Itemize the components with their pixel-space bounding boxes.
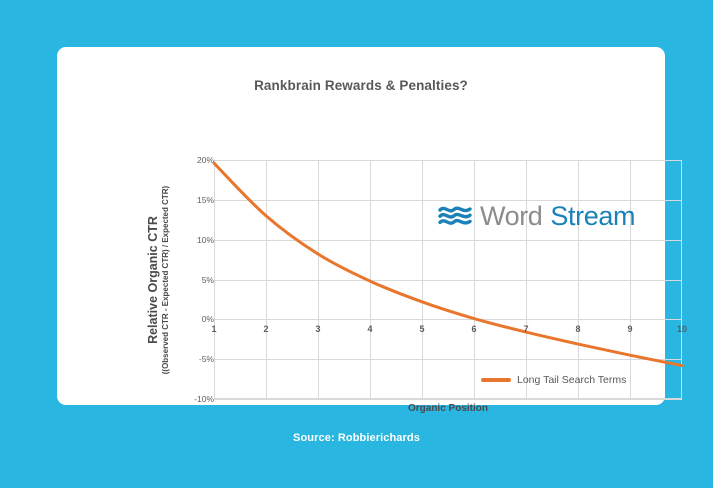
x-axis-tick-label: 10	[676, 324, 688, 334]
gridline-horizontal	[214, 199, 682, 201]
gridline-vertical	[681, 160, 682, 399]
gridline-vertical	[578, 160, 579, 399]
plot-area	[212, 160, 684, 400]
y-axis-tick-label: 20%	[196, 155, 214, 165]
x-axis-tick-label: 4	[367, 324, 373, 334]
wordstream-word-text: Word	[480, 201, 543, 231]
x-axis-tick-labels: 1 2 3 4 5 6 7 8 9 10	[211, 324, 687, 338]
x-axis-tick-label: 5	[419, 324, 425, 334]
chart-title: Rankbrain Rewards & Penalties?	[254, 78, 468, 93]
gridline-horizontal	[214, 239, 682, 241]
y-axis-title: Relative Organic CTR	[145, 216, 160, 344]
y-axis-tick-label: 5%	[201, 274, 214, 285]
gridline-horizontal	[214, 160, 682, 161]
legend-label-long-tail-search-terms: Long Tail Search Terms	[517, 374, 627, 386]
gridline-horizontal	[214, 319, 682, 321]
x-axis-tick-label: 2	[263, 324, 269, 334]
legend-swatch-long-tail-search-terms	[481, 378, 511, 382]
gridline-horizontal	[214, 399, 682, 400]
gridline-vertical	[630, 160, 631, 399]
wave-icon-svg	[438, 206, 472, 225]
y-axis-tick-label: 10%	[196, 234, 214, 245]
wordstream-logo: Word Stream	[438, 202, 635, 230]
chart-card: Rankbrain Rewards & Penalties? Relative …	[57, 47, 687, 414]
gridline-vertical	[526, 160, 527, 399]
wave-icon	[438, 204, 472, 228]
x-axis-title: Organic Position	[407, 403, 488, 414]
series-line-long-tail-search-terms	[212, 161, 684, 368]
gridline-horizontal	[214, 279, 682, 281]
y-axis-tick-label: -10%	[194, 394, 214, 404]
gridline-vertical	[214, 160, 215, 399]
gridline-vertical	[474, 160, 475, 399]
gridline-horizontal	[214, 359, 682, 361]
wordstream-stream-text: Stream	[550, 201, 636, 231]
gridline-vertical	[318, 160, 319, 399]
x-axis-tick-label: 1	[211, 324, 217, 334]
x-axis-tick-label: 6	[471, 324, 477, 334]
series-path	[212, 161, 684, 368]
x-axis-tick-label: 3	[315, 324, 321, 334]
gridline-vertical	[266, 160, 267, 399]
y-axis-tick-label: -5%	[198, 354, 214, 365]
y-axis-tick-label: 15%	[196, 194, 214, 205]
gridline-vertical	[370, 160, 371, 399]
y-axis-tick-labels: 20% 15% 10% 5% 0% -5% -10%	[167, 155, 214, 404]
y-axis-tick-label: 0%	[201, 314, 214, 325]
x-axis-tick-label: 9	[627, 324, 633, 334]
chart-legend: Long Tail Search Terms	[481, 374, 626, 386]
x-axis-tick-label: 7	[523, 324, 529, 334]
x-axis-tick-label: 8	[575, 324, 581, 334]
source-caption: Source: Robbierichards	[293, 432, 420, 444]
gridline-vertical	[422, 160, 423, 399]
